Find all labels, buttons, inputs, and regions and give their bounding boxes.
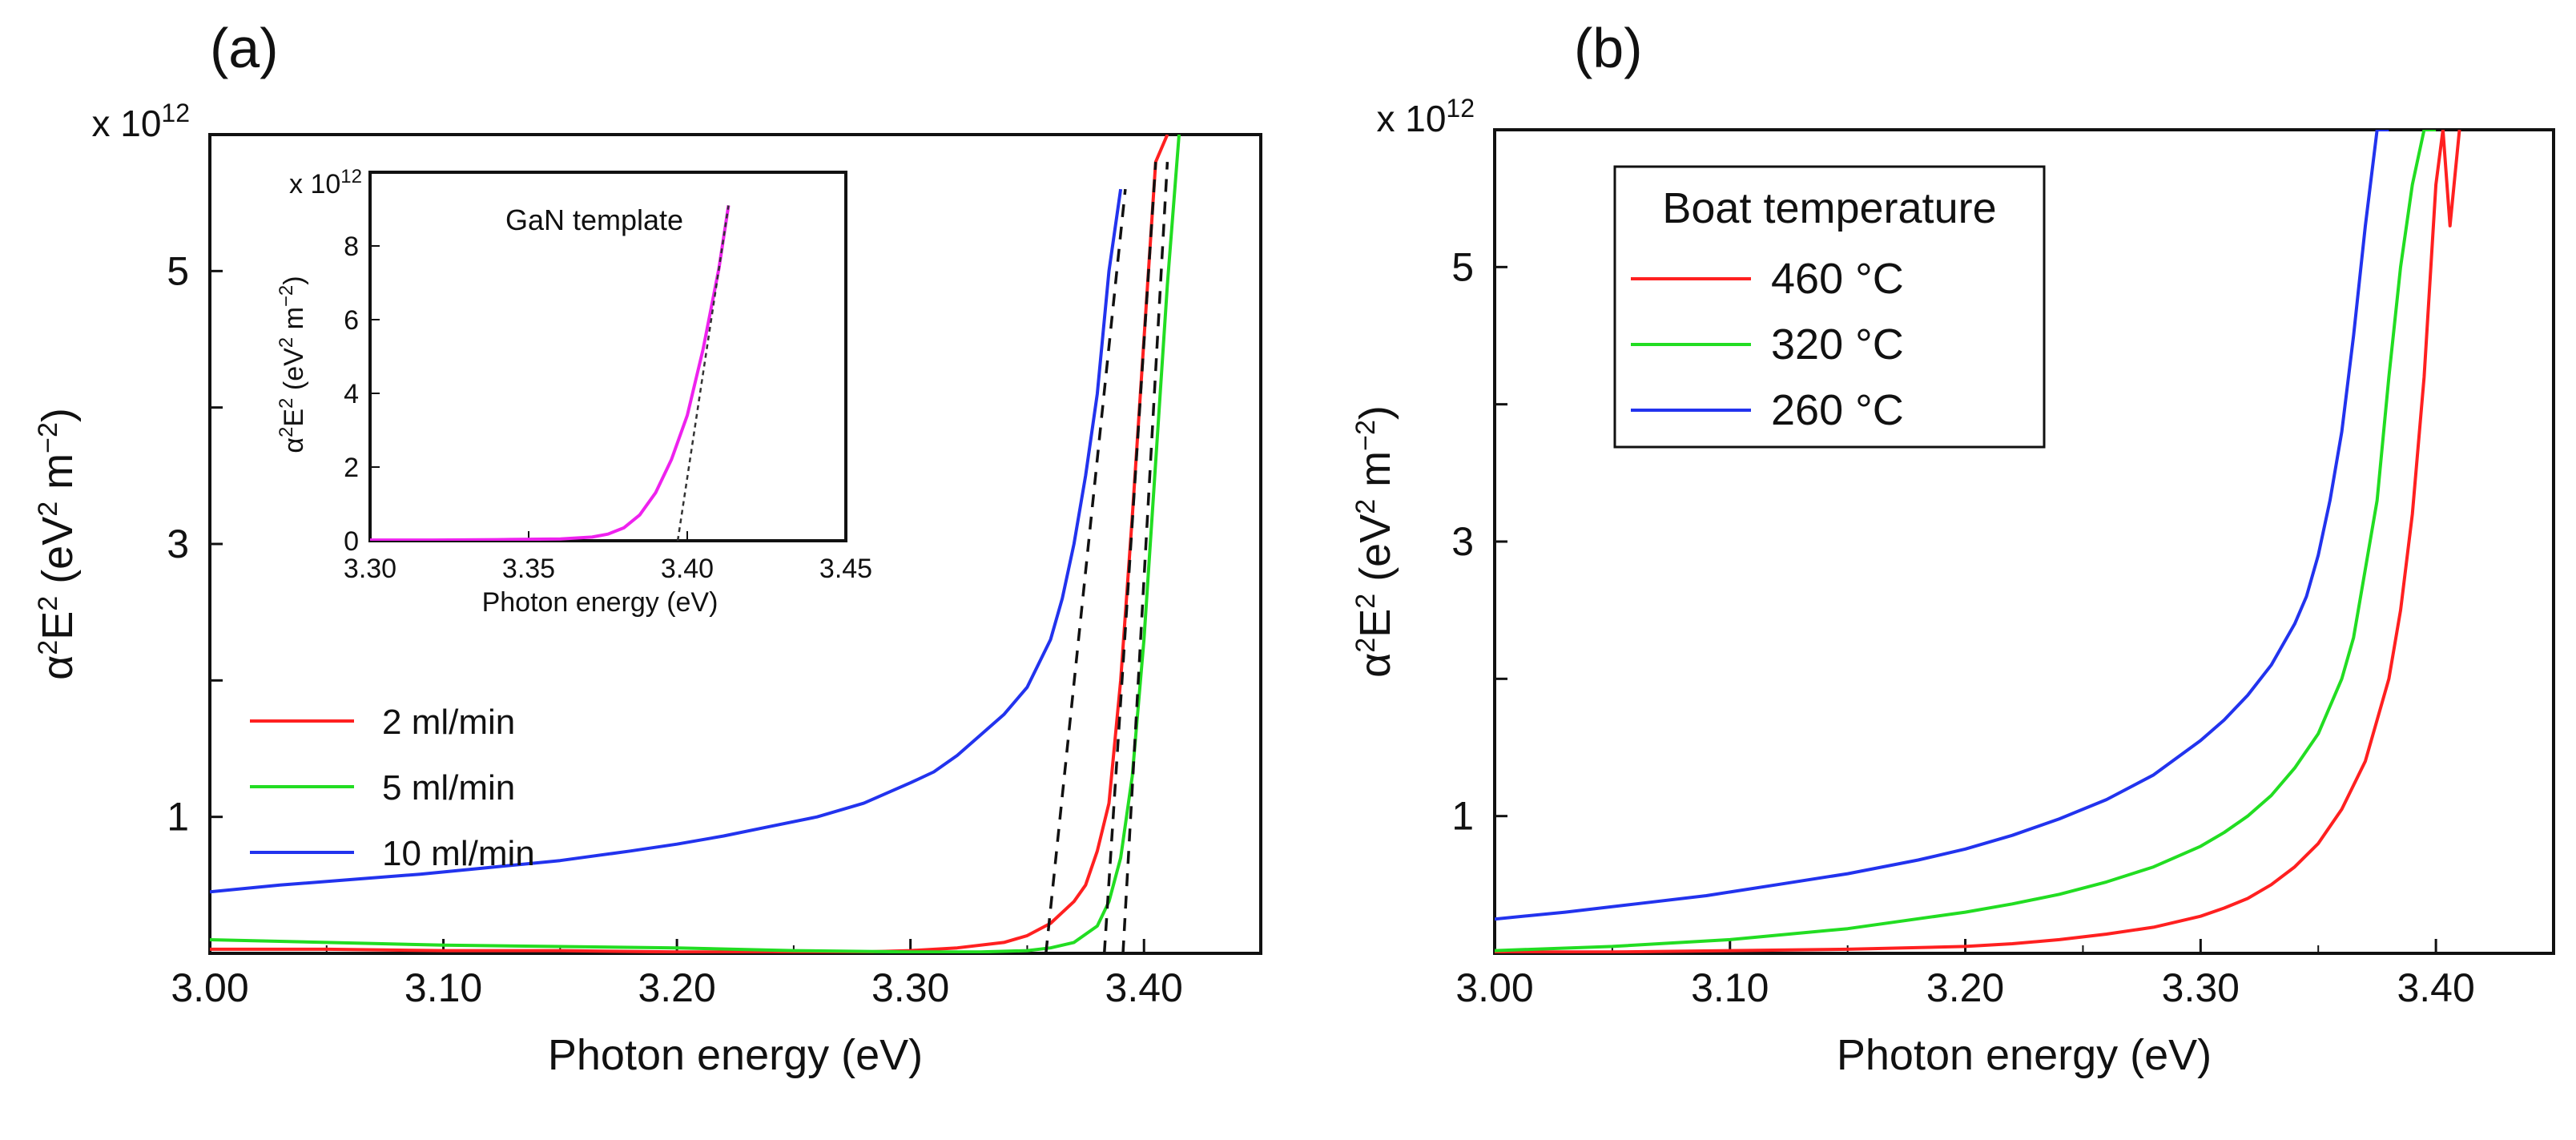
y-axis-title-part: )	[34, 408, 82, 422]
y-axis-title-part: −2	[33, 422, 63, 453]
y-axis-title-part: (eV	[1351, 514, 1399, 594]
x-tick-label: 3.30	[2162, 965, 2240, 1010]
y-axis-title-part: 2	[1350, 499, 1381, 514]
inset-x-axis-title: Photon energy (eV)	[482, 587, 718, 618]
y-axis-title-part: α	[34, 655, 82, 680]
multiplier-exp: 12	[1446, 94, 1475, 123]
x-tick-label: 3.10	[405, 965, 482, 1010]
y-axis-title-part: E	[34, 611, 82, 640]
legend-entry: 10 ml/min	[382, 834, 535, 873]
x-tick-label: 3.30	[871, 965, 949, 1010]
inset-y-multiplier: x 1012	[289, 166, 362, 200]
y-axis-title-part: E	[1351, 609, 1399, 638]
inset-frame	[368, 171, 847, 542]
inset-title: GaN template	[505, 203, 683, 236]
y-axis-title: α2E2 (eV2 m−2)	[33, 408, 82, 680]
y-axis-title-part: 2	[33, 596, 63, 611]
inset-y-axis-title-part: m	[279, 307, 309, 337]
inset-y-axis-title-part: 2	[276, 337, 297, 348]
series-line-10-ml-min	[210, 188, 1123, 894]
x-tick-label: 3.20	[1926, 965, 2004, 1010]
x-axis-title: Photon energy (eV)	[548, 1031, 923, 1079]
y-axis-title-part: m	[34, 453, 82, 502]
inset-y-tick-label: 0	[344, 526, 359, 557]
fit-line-1	[1044, 188, 1127, 953]
inset-y-tick-label: 6	[344, 305, 359, 336]
inset-multiplier-exp: 12	[340, 166, 362, 187]
legend-entry: 2 ml/min	[382, 703, 515, 742]
y-axis-title-part: −2	[1350, 420, 1381, 451]
y-multiplier: x 1012	[1376, 94, 1475, 139]
inset-fit-line	[676, 205, 730, 541]
inset-y-axis-title-part: (eV	[279, 348, 309, 398]
series-line-5-ml-min	[210, 135, 1181, 953]
inset-y-tick-label: 4	[344, 379, 359, 409]
multiplier-base: x 10	[1376, 98, 1446, 139]
legend-entry: 320 °C	[1771, 320, 1904, 369]
inset-multiplier-base: x 10	[289, 169, 340, 199]
series-line-260-C	[1495, 130, 2389, 921]
legend-entry: 460 °C	[1771, 255, 1904, 303]
x-tick-label: 3.40	[1105, 965, 1183, 1010]
y-axis-title-part: (eV	[34, 517, 82, 596]
inset-x-tick-label: 3.30	[344, 554, 396, 584]
inset-y-axis-title-part: −2	[276, 285, 297, 307]
y-tick-label: 5	[167, 248, 189, 293]
inset-y-axis-title-part: α	[279, 437, 309, 453]
legend-box	[1613, 165, 2046, 449]
y-tick-label: 5	[1451, 244, 1474, 289]
y-tick-label: 1	[167, 795, 189, 840]
y-multiplier: x 1012	[91, 99, 190, 144]
legend-entry: 5 ml/min	[382, 768, 515, 808]
x-tick-label: 3.10	[1691, 965, 1769, 1010]
y-axis-title-part: 2	[33, 502, 63, 517]
panel-a: 3.00 3.10 3.20 3.30 3.40 1 3 5 Photon energy (eV…	[33, 17, 1262, 1079]
x-tick-label: 3.00	[1455, 965, 1533, 1010]
multiplier-exp: 12	[161, 99, 190, 127]
inset-y-tick-label: 2	[344, 453, 359, 483]
y-axis-title-part: 2	[33, 640, 63, 655]
y-tick-label: 3	[167, 522, 189, 566]
y-tick-label: 1	[1451, 794, 1474, 839]
x-tick-label: 3.40	[2397, 965, 2474, 1010]
inset-y-axis-title-part: 2	[276, 427, 297, 437]
legend-title: Boat temperature	[1662, 184, 1996, 232]
panel-label: (a)	[210, 17, 279, 79]
y-tick-label: 3	[1451, 519, 1474, 564]
x-tick-label: 3.00	[171, 965, 248, 1010]
inset-y-axis-title: α2E2 (eV2 m−2)	[276, 276, 310, 453]
fit-line-2	[1102, 161, 1157, 953]
x-tick-label: 3.20	[638, 965, 715, 1010]
legend-entry: 260 °C	[1771, 386, 1904, 434]
panel-label: (b)	[1574, 17, 1643, 79]
x-axis-title: Photon energy (eV)	[1837, 1031, 2212, 1079]
inset-y-axis-title-part: E	[279, 409, 309, 427]
inset-series-line	[370, 205, 731, 541]
inset-y-tick-label: 8	[344, 232, 359, 262]
y-axis-title-part: α	[1351, 653, 1399, 678]
inset-x-tick-label: 3.35	[502, 554, 555, 584]
inset-x-tick-label: 3.40	[661, 554, 714, 584]
inset-y-axis-title-part: )	[279, 276, 309, 284]
panel-b: 3.00 3.10 3.20 3.30 3.40 1 3 5 Photon energy (eV…	[1350, 17, 2555, 1079]
series-line-460-C	[1495, 130, 2461, 953]
y-axis-title: α2E2 (eV2 m−2)	[1350, 405, 1399, 678]
inset-y-axis-title-part: 2	[276, 398, 297, 409]
y-axis-title-part: m	[1351, 451, 1399, 499]
multiplier-base: x 10	[91, 103, 161, 144]
fit-line-3	[1121, 162, 1169, 953]
y-axis-title-part: 2	[1350, 638, 1381, 653]
y-axis-title-part: )	[1351, 405, 1399, 420]
series-line-320-C	[1495, 130, 2437, 953]
inset-x-tick-label: 3.45	[819, 554, 872, 584]
y-axis-title-part: 2	[1350, 594, 1381, 609]
